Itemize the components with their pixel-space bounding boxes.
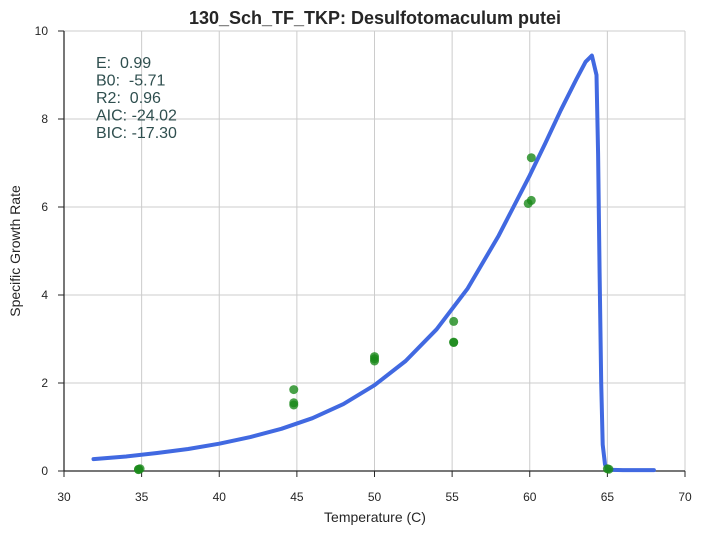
- y-axis-label: Specific Growth Rate: [7, 185, 23, 317]
- plot-area: [91, 53, 656, 475]
- x-tick-label: 65: [601, 490, 615, 504]
- x-tick-label: 55: [445, 490, 459, 504]
- x-tick-label: 45: [290, 490, 304, 504]
- x-tick-label: 50: [368, 490, 382, 504]
- x-tick-label: 40: [213, 490, 227, 504]
- y-tick-label: 8: [41, 112, 48, 126]
- data-point: [449, 316, 459, 326]
- data-point: [289, 400, 299, 410]
- data-point: [134, 465, 144, 475]
- fit-stat-label: AIC: -24.02: [96, 108, 177, 125]
- fit-stat-label: R2: 0.96: [96, 90, 161, 107]
- fit-stat-label: E: 0.99: [96, 55, 151, 72]
- fit-stat-label: BIC: -17.30: [96, 125, 177, 142]
- data-point: [523, 198, 533, 208]
- x-tick-label: 30: [57, 490, 71, 504]
- data-point: [370, 356, 379, 366]
- data-point: [604, 464, 614, 474]
- y-tick-label: 2: [41, 376, 48, 390]
- y-tick-label: 4: [41, 288, 48, 302]
- y-tick-label: 10: [35, 24, 49, 38]
- ticks: 30 35 40 45 50 55 60 65 70 0 2 4 6 8 10: [35, 24, 692, 504]
- grid: [64, 30, 686, 471]
- x-tick-label: 70: [678, 490, 692, 504]
- y-tick-label: 0: [41, 464, 48, 478]
- data-point: [526, 153, 536, 163]
- x-tick-label: 35: [135, 490, 149, 504]
- x-tick-label: 60: [523, 490, 537, 504]
- y-tick-label: 6: [41, 200, 48, 214]
- fit-stat-label: B0: -5.71: [96, 73, 165, 90]
- model-fit-line: [91, 53, 656, 473]
- data-point: [449, 338, 459, 348]
- x-axis-label: Temperature (C): [324, 509, 426, 525]
- data-point: [289, 385, 299, 395]
- chart-title: 130_Sch_TF_TKP: Desulfotomaculum putei: [189, 8, 561, 28]
